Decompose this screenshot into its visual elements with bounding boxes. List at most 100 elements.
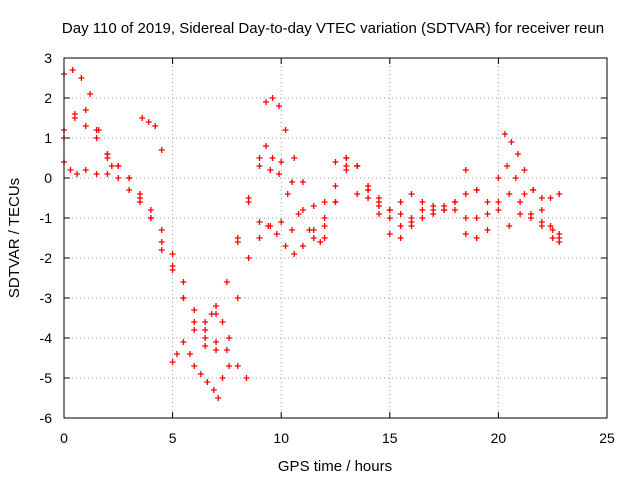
- data-point: [517, 211, 524, 217]
- data-point: [180, 339, 187, 345]
- y-tick-label: -1: [40, 210, 53, 226]
- data-point: [276, 103, 283, 109]
- data-point: [462, 215, 469, 221]
- data-point: [547, 195, 554, 201]
- satellite-track-3: [61, 115, 230, 353]
- x-tick-label: 5: [169, 430, 177, 446]
- data-point: [332, 183, 339, 189]
- y-tick-label: 2: [44, 90, 52, 106]
- data-point: [397, 223, 404, 229]
- data-point: [219, 319, 226, 325]
- data-point: [512, 175, 519, 181]
- data-point: [397, 199, 404, 205]
- satellite-track-7: [202, 155, 563, 341]
- data-point: [265, 223, 272, 229]
- data-point: [538, 195, 545, 201]
- data-point: [213, 339, 220, 345]
- grid: [64, 58, 607, 418]
- data-point: [321, 223, 328, 229]
- data-point: [408, 191, 415, 197]
- data-point: [223, 347, 230, 353]
- x-tick-label: 10: [273, 430, 289, 446]
- data-point: [332, 159, 339, 165]
- tick-labels: 0 5 10 15 20 25 -6 -5 -4 -3 -2 -1 0 1 2 3: [40, 50, 615, 446]
- data-point: [126, 175, 133, 181]
- data-point: [517, 199, 524, 205]
- data-point: [289, 227, 296, 233]
- data-point: [169, 263, 176, 269]
- data-point: [245, 195, 252, 201]
- satellite-track-4: [61, 159, 115, 177]
- data-point: [299, 179, 306, 185]
- data-point: [93, 171, 100, 177]
- data-point: [549, 235, 556, 241]
- data-point: [343, 167, 350, 173]
- y-tick-label: -6: [40, 410, 53, 426]
- y-tick-label: -2: [40, 250, 53, 266]
- data-point: [215, 395, 222, 401]
- data-point: [365, 183, 372, 189]
- data-point: [202, 327, 209, 333]
- data-point: [269, 95, 276, 101]
- data-point: [226, 335, 233, 341]
- data-point: [462, 231, 469, 237]
- data-point: [191, 363, 198, 369]
- data-point: [547, 223, 554, 229]
- data-point: [69, 67, 76, 73]
- data-point: [484, 227, 491, 233]
- data-point: [78, 75, 85, 81]
- data-point: [213, 311, 220, 317]
- data-point: [556, 231, 563, 237]
- data-point: [213, 303, 220, 309]
- data-point: [506, 223, 513, 229]
- x-tick-label: 15: [382, 430, 398, 446]
- data-point: [282, 127, 289, 133]
- data-point: [462, 191, 469, 197]
- data-point: [147, 215, 154, 221]
- chart-title: Day 110 of 2019, Sidereal Day-to-day VTE…: [62, 20, 604, 37]
- data-point: [504, 163, 511, 169]
- data-point: [269, 155, 276, 161]
- data-point: [158, 247, 165, 253]
- data-point: [202, 335, 209, 341]
- data-points: [61, 67, 563, 401]
- data-point: [306, 227, 313, 233]
- data-point: [549, 227, 556, 233]
- data-point: [226, 363, 233, 369]
- data-point: [202, 343, 209, 349]
- satellite-track-11: [256, 219, 298, 257]
- plot-frame: [63, 57, 608, 419]
- data-point: [256, 235, 263, 241]
- data-point: [202, 319, 209, 325]
- data-point: [530, 187, 537, 193]
- data-point: [278, 219, 285, 225]
- data-point: [126, 187, 133, 193]
- satellite-track-12: [462, 163, 563, 205]
- data-point: [397, 211, 404, 217]
- data-point: [291, 155, 298, 161]
- data-point: [386, 215, 393, 221]
- y-tick-label: 0: [44, 170, 52, 186]
- satellite-track-10: [262, 95, 415, 229]
- data-point: [299, 243, 306, 249]
- data-point: [169, 359, 176, 365]
- data-point: [93, 135, 100, 141]
- data-point: [556, 239, 563, 245]
- data-point: [538, 223, 545, 229]
- data-point: [495, 175, 502, 181]
- data-point: [521, 191, 528, 197]
- data-point: [495, 199, 502, 205]
- data-point: [115, 175, 122, 181]
- data-point: [74, 171, 81, 177]
- x-tick-label: 25: [599, 430, 615, 446]
- satellite-track-6: [169, 339, 250, 401]
- data-point: [234, 235, 241, 241]
- data-point: [430, 207, 437, 213]
- y-tick-label: 1: [44, 130, 52, 146]
- data-point: [451, 199, 458, 205]
- data-point: [262, 99, 269, 105]
- data-point: [256, 155, 263, 161]
- data-point: [223, 279, 230, 285]
- data-point: [262, 143, 269, 149]
